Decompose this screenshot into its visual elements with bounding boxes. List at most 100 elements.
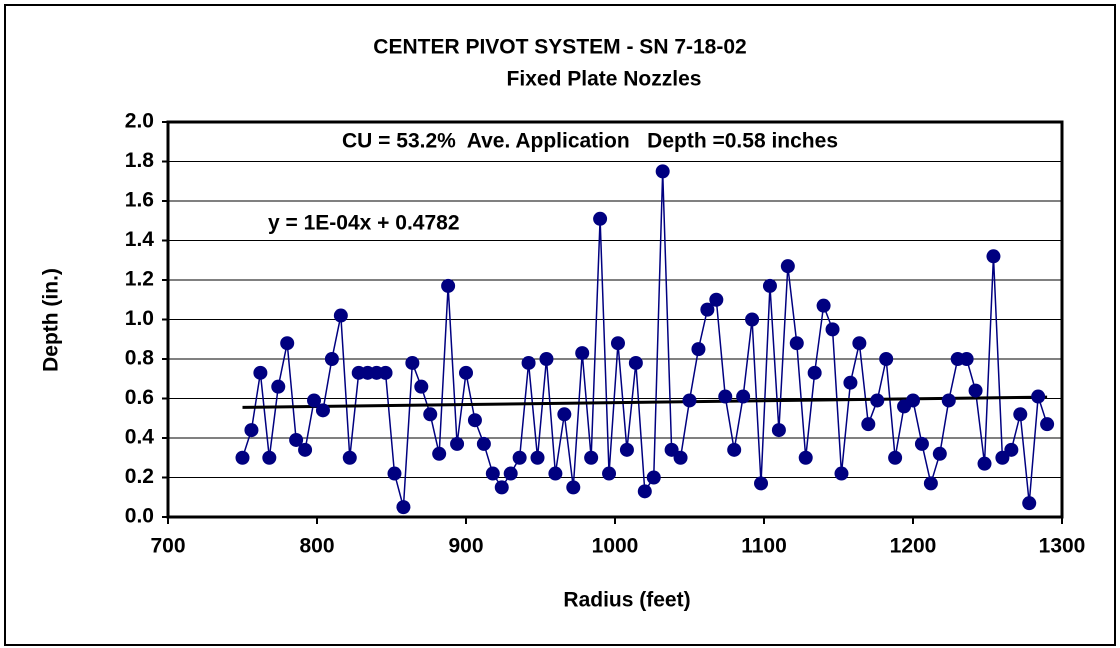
y-tick-label: 0.6 bbox=[125, 386, 154, 409]
marker bbox=[771, 423, 786, 438]
marker bbox=[736, 389, 751, 404]
y-tick-label: 1.4 bbox=[125, 228, 155, 251]
marker bbox=[557, 407, 572, 422]
marker bbox=[575, 346, 590, 361]
x-tick-label: 1100 bbox=[741, 535, 787, 558]
y-tick-label: 1.0 bbox=[125, 307, 154, 330]
x-tick-label: 900 bbox=[448, 535, 483, 558]
marker bbox=[879, 352, 894, 366]
marker bbox=[745, 312, 760, 327]
chart-frame bbox=[4, 4, 1116, 646]
marker bbox=[780, 259, 795, 274]
marker bbox=[986, 249, 1001, 264]
y-tick-label: 0.4 bbox=[125, 426, 155, 449]
marker bbox=[789, 336, 804, 351]
marker bbox=[467, 413, 482, 428]
marker bbox=[923, 476, 938, 491]
y-axis-label: Depth (in.) bbox=[40, 268, 63, 372]
marker bbox=[762, 278, 777, 293]
marker bbox=[655, 164, 670, 179]
marker bbox=[825, 322, 840, 337]
marker bbox=[262, 450, 277, 465]
marker bbox=[798, 450, 813, 465]
marker bbox=[485, 466, 500, 481]
x-tick-label: 1300 bbox=[1039, 535, 1086, 558]
marker bbox=[977, 456, 992, 471]
marker bbox=[414, 379, 429, 394]
y-tick-label: 0.8 bbox=[125, 347, 155, 370]
marker bbox=[298, 442, 313, 457]
x-tick-label: 700 bbox=[150, 535, 185, 558]
marker bbox=[1040, 417, 1055, 432]
marker bbox=[494, 480, 509, 495]
y-tick-label: 0.0 bbox=[125, 505, 154, 528]
marker bbox=[834, 466, 849, 481]
marker bbox=[1022, 496, 1037, 511]
marker bbox=[646, 470, 661, 485]
marker bbox=[610, 336, 625, 351]
marker bbox=[727, 442, 742, 457]
marker bbox=[539, 352, 554, 366]
marker bbox=[816, 298, 831, 313]
marker bbox=[637, 484, 652, 499]
marker bbox=[754, 476, 769, 491]
y-tick-label: 1.6 bbox=[125, 189, 154, 212]
marker bbox=[253, 365, 268, 380]
marker bbox=[1031, 389, 1046, 404]
marker bbox=[619, 442, 634, 457]
marker bbox=[333, 308, 348, 323]
marker bbox=[691, 342, 706, 357]
marker bbox=[289, 432, 304, 447]
marker bbox=[682, 393, 697, 408]
marker bbox=[709, 292, 724, 307]
marker bbox=[852, 336, 867, 351]
x-axis-label: Radius (feet) bbox=[563, 589, 690, 612]
marker bbox=[888, 450, 903, 465]
x-tick-label: 1200 bbox=[890, 535, 937, 558]
marker bbox=[307, 393, 322, 408]
marker bbox=[1013, 407, 1028, 422]
plot-area bbox=[166, 120, 1064, 519]
marker bbox=[450, 436, 465, 451]
marker bbox=[807, 365, 822, 380]
marker bbox=[593, 211, 608, 226]
y-tick-label: 2.0 bbox=[125, 110, 154, 133]
marker bbox=[602, 466, 617, 481]
marker bbox=[459, 365, 473, 380]
marker bbox=[387, 466, 402, 481]
marker bbox=[235, 450, 250, 465]
marker bbox=[584, 450, 599, 465]
marker bbox=[476, 436, 491, 451]
marker bbox=[423, 407, 438, 422]
chart-title: CENTER PIVOT SYSTEM - SN 7-18-02 bbox=[373, 36, 746, 59]
marker bbox=[548, 466, 563, 481]
marker bbox=[512, 450, 527, 465]
marker bbox=[530, 450, 545, 465]
marker bbox=[941, 393, 956, 408]
marker bbox=[906, 393, 920, 408]
marker bbox=[628, 355, 643, 370]
marker bbox=[315, 403, 330, 418]
marker bbox=[271, 379, 286, 394]
marker bbox=[432, 446, 447, 461]
marker bbox=[861, 417, 876, 432]
marker bbox=[700, 302, 715, 317]
marker bbox=[718, 389, 733, 404]
marker bbox=[566, 480, 581, 495]
y-tick-label: 0.2 bbox=[125, 465, 154, 488]
annotation: y = 1E-04x + 0.4782 bbox=[268, 212, 460, 235]
marker bbox=[959, 352, 974, 366]
x-tick-label: 1000 bbox=[592, 535, 639, 558]
marker bbox=[843, 375, 858, 390]
marker bbox=[342, 450, 357, 465]
marker bbox=[932, 446, 947, 461]
y-tick-label: 1.8 bbox=[125, 149, 155, 172]
annotation: CU = 53.2% Ave. Application Depth =0.58 … bbox=[342, 130, 838, 153]
marker bbox=[324, 352, 339, 366]
marker bbox=[1004, 442, 1019, 457]
chart-subtitle: Fixed Plate Nozzles bbox=[507, 68, 702, 91]
marker bbox=[503, 466, 518, 481]
marker bbox=[673, 450, 688, 465]
marker bbox=[968, 383, 983, 398]
